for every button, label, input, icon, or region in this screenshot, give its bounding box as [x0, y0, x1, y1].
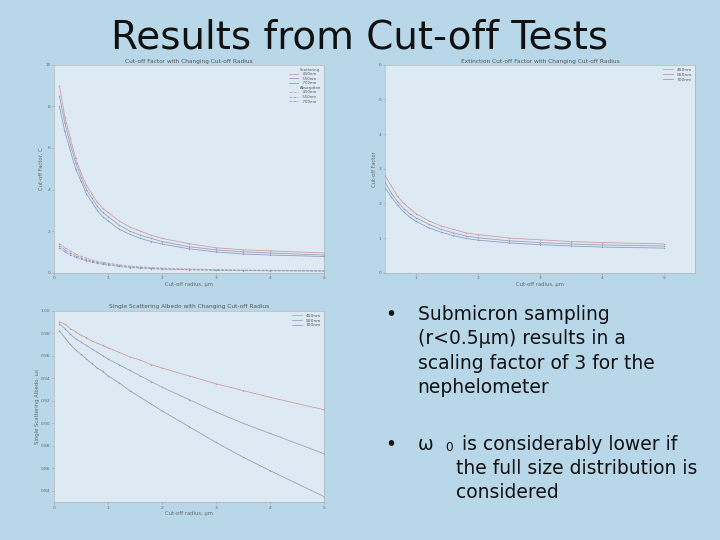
- Y-axis label: Cut-off Factor, C: Cut-off Factor, C: [39, 147, 44, 190]
- Legend: Scattering,   450nm,   550nm,   700nm, Absorption,   450nm,   550nm,   700nm: Scattering, 450nm, 550nm, 700nm, Absorpt…: [289, 67, 322, 104]
- X-axis label: Cut-off radius, μm: Cut-off radius, μm: [165, 511, 213, 516]
- X-axis label: Cut-off radius, μm: Cut-off radius, μm: [516, 281, 564, 287]
- Text: Submicron sampling
(r<0.5μm) results in a
scaling factor of 3 for the
nephelomet: Submicron sampling (r<0.5μm) results in …: [418, 305, 654, 397]
- Title: Extinction Cut-off Factor with Changing Cut-off Radius: Extinction Cut-off Factor with Changing …: [461, 59, 619, 64]
- Text: Results from Cut-off Tests: Results from Cut-off Tests: [112, 19, 608, 57]
- Y-axis label: Cut-off Factor: Cut-off Factor: [372, 151, 377, 187]
- Text: ω: ω: [418, 435, 433, 454]
- Text: •: •: [385, 305, 396, 324]
- Title: Single Scattering Albedo with Changing Cut-off Radius: Single Scattering Albedo with Changing C…: [109, 305, 269, 309]
- Y-axis label: Single Scattering Albedo, ω₀: Single Scattering Albedo, ω₀: [35, 369, 40, 444]
- Text: 0: 0: [445, 441, 453, 454]
- Title: Cut-off Factor with Changing Cut-off Radius: Cut-off Factor with Changing Cut-off Rad…: [125, 59, 253, 64]
- Legend: 450nm, 550nm, 700nm: 450nm, 550nm, 700nm: [662, 67, 693, 83]
- Text: •: •: [385, 435, 396, 454]
- Text: is considerably lower if
the full size distribution is
considered: is considerably lower if the full size d…: [456, 435, 697, 502]
- Legend: 450nm, 550nm, 700nm: 450nm, 550nm, 700nm: [292, 313, 322, 328]
- X-axis label: Cut-off radius, μm: Cut-off radius, μm: [165, 281, 213, 287]
